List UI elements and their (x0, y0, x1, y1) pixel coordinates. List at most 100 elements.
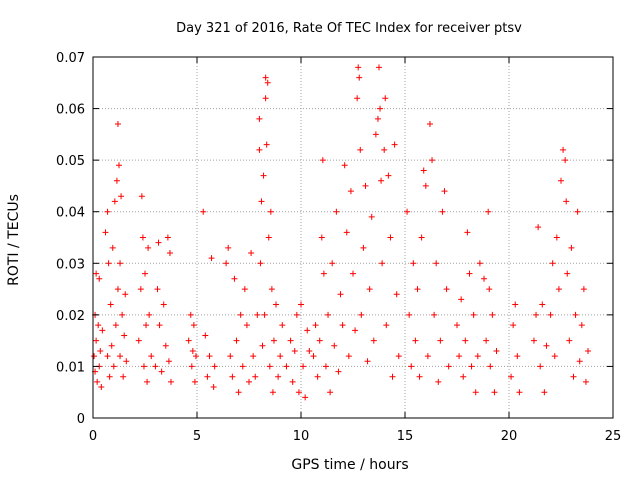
data-point (389, 373, 396, 380)
data-point (287, 337, 294, 344)
data-point (357, 146, 364, 153)
data-point (283, 363, 290, 370)
data-point (572, 311, 579, 318)
data-point (246, 378, 252, 385)
data-point (99, 327, 106, 334)
data-point (156, 322, 163, 329)
data-point (211, 363, 218, 370)
data-point (466, 270, 473, 277)
data-point (254, 311, 261, 318)
grid (93, 57, 613, 418)
y-tick-label: 0.01 (56, 360, 85, 375)
data-point (248, 249, 255, 256)
plot-frame (92, 56, 614, 419)
x-tick-label: 20 (501, 429, 518, 444)
data-point (117, 260, 124, 267)
data-point (302, 394, 309, 401)
data-point (270, 337, 277, 344)
data-point (314, 373, 321, 380)
data-point (235, 389, 242, 396)
data-point (395, 353, 402, 360)
data-point (146, 311, 153, 318)
data-point (96, 275, 103, 282)
data-point (354, 95, 361, 102)
data-point (260, 172, 267, 179)
data-point (472, 389, 479, 396)
data-point (381, 146, 388, 153)
data-point (152, 363, 159, 370)
data-point (113, 177, 120, 184)
y-axis: 0 0.01 0.02 0.03 0.04 0.05 0.06 0.07 (56, 51, 613, 427)
x-tick-label: 15 (397, 429, 414, 444)
data-point (106, 373, 113, 380)
data-point (266, 363, 273, 370)
data-point (295, 389, 302, 396)
data-point (108, 342, 115, 349)
data-point (262, 95, 269, 102)
data-point (231, 275, 238, 282)
y-tick-label: 0 (77, 412, 85, 427)
data-point (439, 208, 446, 215)
data-point (121, 332, 128, 339)
data-point (441, 188, 448, 195)
data-point (310, 353, 317, 360)
data-point (120, 373, 127, 380)
data-point (347, 188, 354, 195)
data-point (364, 358, 371, 365)
data-point (275, 373, 282, 380)
data-point (468, 363, 475, 370)
data-point (460, 373, 467, 380)
data-point (570, 373, 577, 380)
data-point (148, 353, 155, 360)
data-point (225, 244, 232, 251)
data-point (112, 322, 119, 329)
data-point (489, 311, 496, 318)
data-point (429, 157, 436, 164)
data-point (543, 342, 550, 349)
data-point (265, 234, 272, 241)
y-tick-label: 0.03 (56, 257, 85, 272)
data-point (319, 157, 326, 164)
data-point (470, 311, 477, 318)
data-point (145, 244, 152, 251)
data-point (318, 234, 325, 241)
data-point (366, 286, 373, 293)
data-point (239, 363, 246, 370)
data-point (158, 368, 165, 375)
data-point (414, 286, 421, 293)
data-point (486, 286, 493, 293)
data-point (252, 373, 259, 380)
data-point (582, 378, 589, 385)
y-tick-label: 0.06 (56, 103, 85, 118)
x-tick-label: 10 (293, 429, 310, 444)
data-point (139, 234, 146, 241)
data-point (376, 64, 382, 71)
data-point (329, 260, 336, 267)
data-point (574, 208, 581, 215)
data-point (93, 337, 100, 344)
data-point (93, 270, 100, 277)
data-point (262, 74, 269, 81)
data-point (476, 260, 483, 267)
data-point (168, 378, 174, 385)
data-point (391, 141, 398, 148)
data-point (118, 193, 125, 200)
data-point (576, 358, 583, 365)
data-point (258, 198, 265, 205)
data-point (165, 358, 172, 365)
data-point (102, 229, 109, 236)
data-point (341, 162, 348, 169)
data-point (352, 327, 359, 334)
data-point (206, 353, 213, 360)
data-point (227, 353, 234, 360)
data-point (483, 337, 490, 344)
data-point (578, 322, 585, 329)
data-point (358, 311, 365, 318)
data-point (117, 353, 124, 360)
x-tick-label: 25 (605, 429, 622, 444)
data-point (491, 389, 498, 396)
data-point (372, 131, 379, 138)
data-point (412, 337, 419, 344)
data-point (325, 311, 332, 318)
data-point (94, 378, 101, 385)
